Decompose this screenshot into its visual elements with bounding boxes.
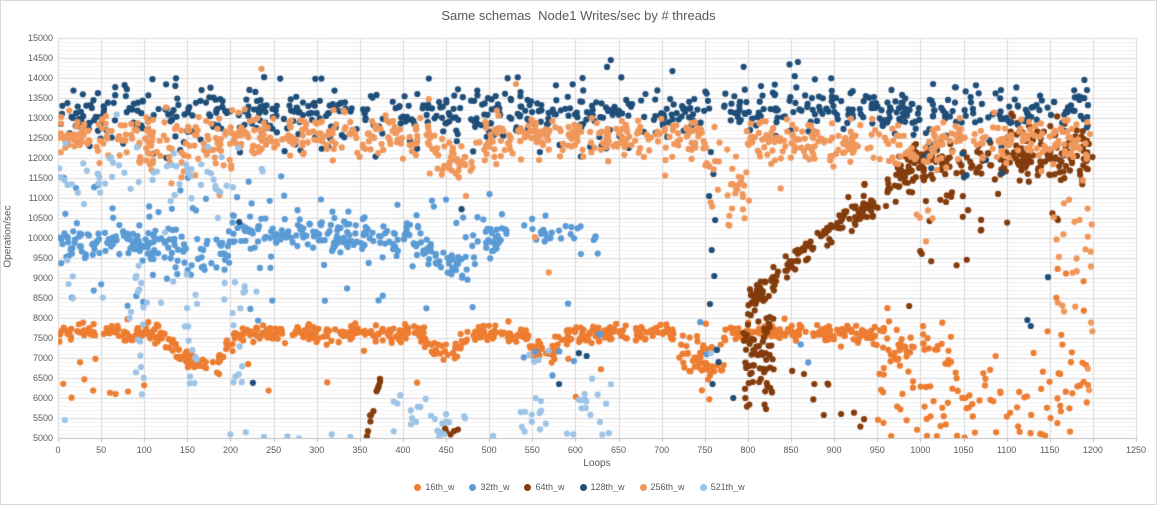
legend-item-256th_w[interactable]: 256th_w xyxy=(639,482,685,492)
y-tick-label: 14000 xyxy=(27,73,53,83)
y-tick-label: 5500 xyxy=(32,413,53,423)
x-tick-label: 350 xyxy=(352,445,368,455)
y-tick-label: 14500 xyxy=(27,53,53,63)
x-tick-label: 800 xyxy=(740,445,756,455)
legend-item-32th_w[interactable]: 32th_w xyxy=(469,482,509,492)
legend-marker-icon xyxy=(579,483,587,491)
legend-label: 32th_w xyxy=(480,482,510,492)
y-tick-label: 12000 xyxy=(27,153,53,163)
legend-label: 521th_w xyxy=(710,482,745,492)
x-tick-label: 850 xyxy=(783,445,799,455)
x-tick-label: 1100 xyxy=(996,445,1017,455)
x-tick-label: 1250 xyxy=(1125,445,1147,455)
chart-legend: 16th_w 32th_w 64th_w 128th_w 256th_w 521th_w xyxy=(1,482,1156,492)
y-tick-label: 9500 xyxy=(32,253,53,263)
legend-marker-icon xyxy=(469,483,477,491)
x-tick-label: 750 xyxy=(697,445,713,455)
x-tick-label: 1000 xyxy=(910,445,931,455)
y-tick-label: 7000 xyxy=(32,353,53,363)
x-tick-label: 500 xyxy=(481,445,497,455)
y-tick-label: 8500 xyxy=(32,293,53,303)
x-tick-label: 150 xyxy=(179,445,195,455)
legend-label: 128th_w xyxy=(590,482,625,492)
x-tick-label: 550 xyxy=(524,445,540,455)
x-tick-label: 50 xyxy=(96,445,107,455)
legend-label: 64th_w xyxy=(535,482,565,492)
y-tick-label: 7500 xyxy=(32,333,53,343)
x-tick-label: 1050 xyxy=(953,445,974,455)
x-tick-label: 650 xyxy=(611,445,627,455)
x-tick-label: 300 xyxy=(309,445,325,455)
y-tick-label: 11000 xyxy=(28,193,53,203)
x-tick-label: 900 xyxy=(826,445,842,455)
x-tick-label: 1150 xyxy=(1040,445,1060,455)
y-tick-label: 12500 xyxy=(27,133,53,143)
x-tick-label: 0 xyxy=(55,445,61,455)
legend-item-64th_w[interactable]: 64th_w xyxy=(524,482,565,492)
y-tick-label: 11500 xyxy=(28,173,53,183)
y-tick-label: 13000 xyxy=(27,113,53,123)
x-tick-label: 250 xyxy=(266,445,282,455)
x-tick-label: 400 xyxy=(395,445,411,455)
y-tick-label: 15000 xyxy=(27,33,53,43)
x-tick-label: 450 xyxy=(438,445,454,455)
legend-marker-icon xyxy=(639,483,647,491)
y-tick-label: 8000 xyxy=(32,313,53,323)
legend-label: 256th_w xyxy=(650,482,685,492)
legend-marker-icon xyxy=(524,483,532,491)
y-tick-label: 9000 xyxy=(32,273,53,283)
x-axis-title: Loops xyxy=(583,458,611,469)
x-tick-label: 100 xyxy=(136,445,152,455)
x-tick-label: 950 xyxy=(869,445,885,455)
legend-item-521th_w[interactable]: 521th_w xyxy=(699,482,745,492)
chart-title: Same schemas Node1 Writes/sec by # threa… xyxy=(441,8,716,23)
y-tick-label: 10500 xyxy=(27,213,53,223)
y-tick-label: 6000 xyxy=(32,393,53,403)
y-tick-label: 10000 xyxy=(27,233,53,243)
y-tick-label: 6500 xyxy=(32,373,53,383)
x-tick-label: 700 xyxy=(654,445,670,455)
legend-marker-icon xyxy=(699,483,707,491)
legend-item-128th_w[interactable]: 128th_w xyxy=(579,482,625,492)
x-tick-label: 200 xyxy=(222,445,238,455)
y-tick-label: 13500 xyxy=(27,93,53,103)
legend-marker-icon xyxy=(414,483,422,491)
y-tick-label: 5000 xyxy=(32,433,53,443)
x-tick-label: 600 xyxy=(567,445,583,455)
legend-item-16th_w[interactable]: 16th_w xyxy=(414,482,454,492)
legend-label: 16th_w xyxy=(425,482,455,492)
x-tick-label: 1200 xyxy=(1082,445,1103,455)
